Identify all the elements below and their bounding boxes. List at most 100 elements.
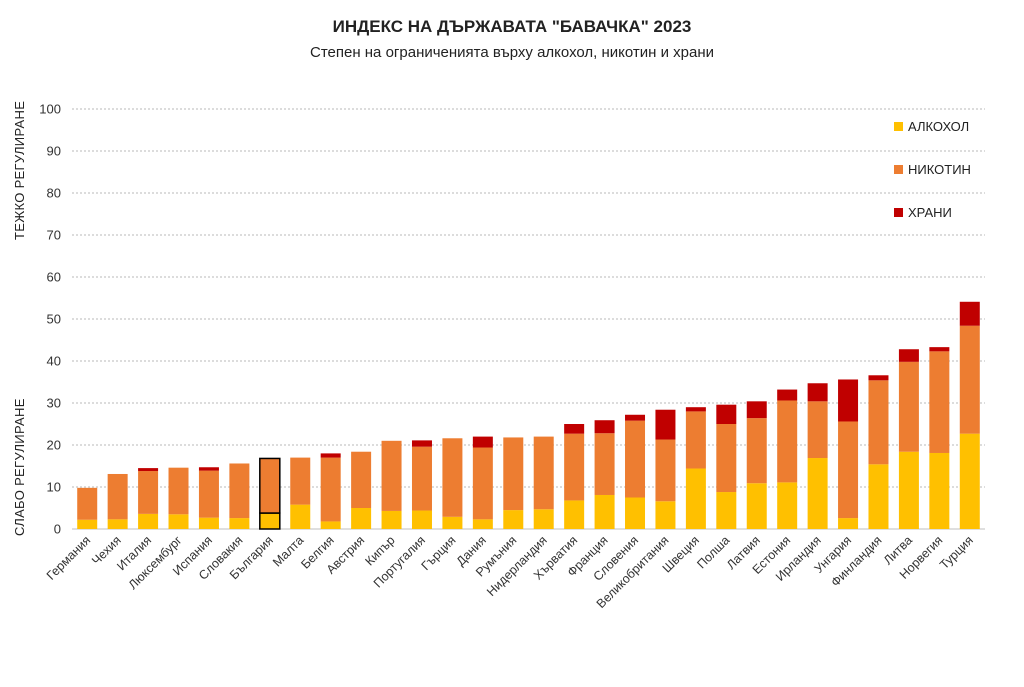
bar-segment <box>381 510 402 529</box>
y-tick-label: 70 <box>47 228 61 243</box>
bar-segment <box>807 383 828 402</box>
bar-segment <box>838 518 859 529</box>
y-tick-label: 10 <box>47 480 61 495</box>
bar-segment <box>411 440 432 447</box>
bar-segment <box>655 409 676 440</box>
y-tick-label: 60 <box>47 270 61 285</box>
bar-segment <box>625 420 646 498</box>
bar-segment <box>868 375 889 381</box>
bar-segment <box>77 519 98 529</box>
bar-segment <box>168 467 189 515</box>
bar-segment <box>959 433 980 529</box>
chart-title: ИНДЕКС НА ДЪРЖАВАТА "БАВАЧКА" 2023 <box>333 17 692 36</box>
bar-segment <box>807 401 828 459</box>
bar-segment <box>564 424 585 434</box>
bar-segment <box>625 497 646 529</box>
bar-segment <box>533 509 554 529</box>
bar-segment <box>685 411 706 469</box>
bar-segment <box>959 301 980 326</box>
bar-segment <box>503 510 524 529</box>
bar-segment <box>777 389 798 401</box>
bar-segment <box>411 510 432 529</box>
x-tick-label: Турция <box>937 533 976 572</box>
y-tick-label: 90 <box>47 144 61 159</box>
legend: АЛКОХОЛ НИКОТИН ХРАНИ <box>894 119 971 220</box>
bar-segment <box>655 501 676 529</box>
bar-segment <box>442 516 463 529</box>
bar-segment <box>351 508 372 529</box>
bar-segment <box>138 468 159 472</box>
bar-segment <box>746 418 767 484</box>
bar-segment <box>320 457 341 522</box>
bar-segment <box>868 380 889 465</box>
bars <box>77 301 980 530</box>
bar-segment <box>138 471 159 514</box>
bar-segment <box>290 504 311 529</box>
bar-segment <box>959 325 980 434</box>
bar-segment <box>898 349 919 362</box>
x-tick-label: Гърция <box>419 533 459 573</box>
bar-segment <box>472 447 493 520</box>
bar-segment <box>533 436 554 510</box>
bar-segment <box>107 519 128 529</box>
bar-segment <box>229 518 250 529</box>
y-tick-label: 100 <box>39 102 61 117</box>
bar-segment <box>381 440 402 511</box>
legend-label: НИКОТИН <box>908 162 971 177</box>
bar-segment <box>868 464 889 529</box>
y-tick-label: 40 <box>47 354 61 369</box>
bar-segment <box>898 361 919 452</box>
bar-segment <box>716 424 737 493</box>
x-tick-labels: ГерманияЧехияИталияЛюксембургИспанияСлов… <box>44 533 976 611</box>
bar-segment <box>320 521 341 529</box>
bar-segment <box>198 517 219 529</box>
bar-segment <box>594 420 615 434</box>
chart-subtitle: Степен на ограниченията върху алкохол, н… <box>310 44 714 61</box>
bar-segment <box>259 457 281 514</box>
bar-segment <box>929 351 950 453</box>
legend-label: АЛКОХОЛ <box>908 119 969 134</box>
bar-segment <box>929 452 950 529</box>
bar-segment <box>351 451 372 508</box>
x-tick-label: Германия <box>44 533 94 583</box>
bar-segment <box>138 513 159 529</box>
bar-segment <box>442 438 463 517</box>
bar-segment <box>625 414 646 421</box>
bar-segment <box>777 400 798 483</box>
y-tick-labels: 0 10 20 30 40 50 60 70 80 90 100 <box>39 102 61 537</box>
bar-segment <box>685 468 706 529</box>
bar-segment <box>411 446 432 511</box>
bar-segment <box>290 457 311 505</box>
legend-swatch <box>894 122 903 131</box>
grid-lines <box>72 108 985 530</box>
bar-segment <box>655 439 676 502</box>
y-axis-label-low: СЛАБО РЕГУЛИРАНЕ <box>12 398 27 536</box>
y-tick-label: 80 <box>47 186 61 201</box>
bar-segment <box>746 401 767 419</box>
legend-swatch <box>894 165 903 174</box>
bar-segment <box>107 473 128 520</box>
legend-swatch <box>894 208 903 217</box>
bar-segment <box>564 500 585 529</box>
bar-segment <box>472 436 493 448</box>
y-tick-label: 20 <box>47 438 61 453</box>
bar-segment <box>838 379 859 422</box>
bar-segment <box>229 463 250 519</box>
bar-segment <box>898 451 919 529</box>
bar-segment <box>564 433 585 501</box>
bar-segment <box>929 347 950 352</box>
bar-segment <box>807 458 828 529</box>
bar-segment <box>472 519 493 529</box>
bar-segment <box>503 437 524 511</box>
bar-segment <box>320 453 341 458</box>
y-tick-label: 50 <box>47 312 61 327</box>
y-tick-label: 0 <box>54 522 61 537</box>
legend-label: ХРАНИ <box>908 205 952 220</box>
bar-segment <box>198 470 219 518</box>
bar-segment <box>168 514 189 529</box>
bar-segment <box>594 433 615 495</box>
y-axis-label-high: ТЕЖКО РЕГУЛИРАНЕ <box>12 101 27 240</box>
bar-segment <box>716 404 737 424</box>
bar-segment <box>685 407 706 412</box>
